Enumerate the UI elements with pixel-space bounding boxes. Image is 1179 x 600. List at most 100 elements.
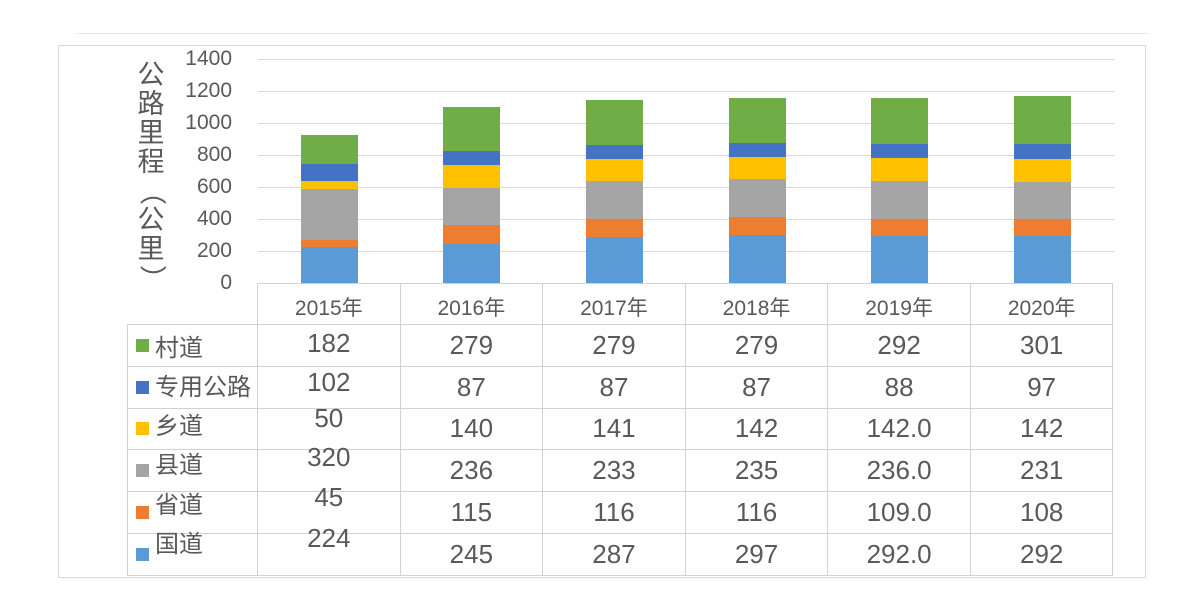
value-cell: 88	[828, 366, 971, 409]
value-text: 233	[592, 455, 636, 486]
value-cell: 301	[970, 325, 1114, 367]
value-text: 87	[456, 371, 486, 402]
value-text: 108	[1019, 496, 1064, 527]
bar-segment-乡道	[443, 165, 501, 188]
year-header-label: 2017年	[580, 297, 648, 320]
bar-segment-省道	[300, 239, 358, 248]
legend-label: 乡道	[155, 413, 203, 441]
bar-segment-县道	[300, 188, 358, 240]
bar-segment-乡道	[1013, 159, 1071, 183]
y-tick-label: 800	[196, 143, 232, 166]
legend-label: 县道	[155, 452, 203, 480]
value-cell: 279	[685, 325, 829, 367]
legend-label: 国道	[155, 530, 203, 558]
bar-segment-县道	[871, 181, 929, 219]
bar-segment-省道	[1013, 219, 1071, 237]
bar-segment-村道	[1013, 95, 1071, 144]
legend-swatch	[136, 380, 149, 394]
value-text: 279	[449, 329, 494, 360]
gridline	[258, 59, 1114, 60]
value-text: 116	[593, 496, 635, 527]
value-cell: 292	[828, 325, 971, 367]
year-header-cell: 2016年	[400, 283, 544, 325]
value-cell: 142.0	[828, 408, 971, 451]
year-header-label: 2019年	[865, 297, 933, 320]
value-text: 279	[734, 329, 779, 360]
value-cell: 87	[685, 366, 829, 409]
value-cell: 279	[543, 325, 686, 367]
y-tick-label: 400	[196, 207, 232, 230]
chart-frame[interactable]	[58, 45, 1146, 578]
value-text: 224	[307, 522, 351, 553]
value-cell: 97	[970, 366, 1114, 409]
value-text: 297	[734, 538, 779, 569]
value-text: 301	[1019, 329, 1064, 360]
year-header-cell: 2018年	[685, 283, 829, 325]
gridline	[258, 123, 1114, 124]
value-cell: 182	[258, 325, 401, 367]
value-cell: 102	[258, 367, 401, 409]
value-cell: 115	[400, 492, 544, 534]
y-axis-title-char: 公	[137, 60, 165, 90]
legend-label: 省道	[155, 491, 203, 519]
bar-segment-乡道	[871, 158, 929, 182]
value-text: 292	[1019, 538, 1064, 569]
bar-segment-县道	[1013, 182, 1071, 219]
y-tick-label: 0	[220, 271, 232, 294]
legend-cell-村道: 村道	[127, 325, 258, 367]
value-text: 235	[734, 455, 779, 486]
value-text: 142	[734, 413, 779, 444]
bar-segment-省道	[443, 225, 501, 244]
value-cell: 142	[970, 408, 1114, 451]
value-cell: 245	[400, 533, 544, 576]
bar-segment-村道	[871, 97, 929, 145]
value-text: 88	[884, 371, 914, 402]
value-cell: 87	[543, 366, 686, 409]
value-cell: 140	[400, 408, 544, 451]
value-cell: 116	[685, 492, 829, 534]
bar-segment-乡道	[585, 158, 643, 182]
y-tick-label: 1000	[185, 111, 232, 134]
bar-segment-国道	[728, 235, 786, 283]
year-header-label: 2015年	[294, 297, 363, 320]
value-text: 141	[592, 413, 636, 444]
bar-segment-村道	[585, 100, 643, 145]
value-cell: 50	[258, 403, 401, 451]
value-cell: 109.0	[828, 492, 971, 534]
y-tick-label: 1200	[185, 79, 232, 102]
year-header-cell: 2020年	[970, 283, 1114, 325]
y-axis-title-char: 公	[137, 205, 165, 235]
legend-cell-县道: 县道	[127, 450, 258, 492]
value-text: 292	[877, 329, 921, 360]
value-text: 50	[314, 403, 344, 434]
value-text: 320	[307, 442, 351, 473]
legend-cell-省道: 省道	[127, 492, 258, 534]
value-text: 287	[592, 538, 636, 569]
value-text: 292.0	[866, 538, 932, 569]
y-axis-title-char: 里	[137, 118, 165, 148]
y-axis-title-char: 路	[137, 89, 165, 119]
legend-cell-国道: 国道	[127, 531, 258, 576]
value-text: 102	[307, 366, 351, 397]
bar-segment-专用公路	[585, 144, 643, 159]
year-header-cell: 2017年	[543, 283, 686, 325]
value-text: 140	[449, 413, 494, 444]
value-text: 182	[307, 327, 351, 358]
gridline	[258, 187, 1114, 188]
y-tick-label: 600	[196, 175, 232, 198]
value-cell: 292	[970, 533, 1114, 576]
year-header-label: 2020年	[1007, 297, 1076, 320]
gridline	[258, 219, 1114, 220]
bar-segment-县道	[443, 187, 501, 226]
year-header-cell: 2019年	[828, 283, 971, 325]
bar-segment-村道	[728, 98, 786, 143]
value-text: 142	[1019, 413, 1064, 444]
bar-segment-省道	[728, 216, 786, 236]
bar-segment-国道	[443, 243, 501, 283]
bar-segment-专用公路	[871, 144, 929, 159]
value-text: 279	[592, 329, 636, 360]
legend-label: 村道	[155, 334, 203, 362]
bar-segment-省道	[871, 218, 929, 237]
legend-swatch	[136, 422, 149, 436]
bar-segment-乡道	[728, 156, 786, 180]
